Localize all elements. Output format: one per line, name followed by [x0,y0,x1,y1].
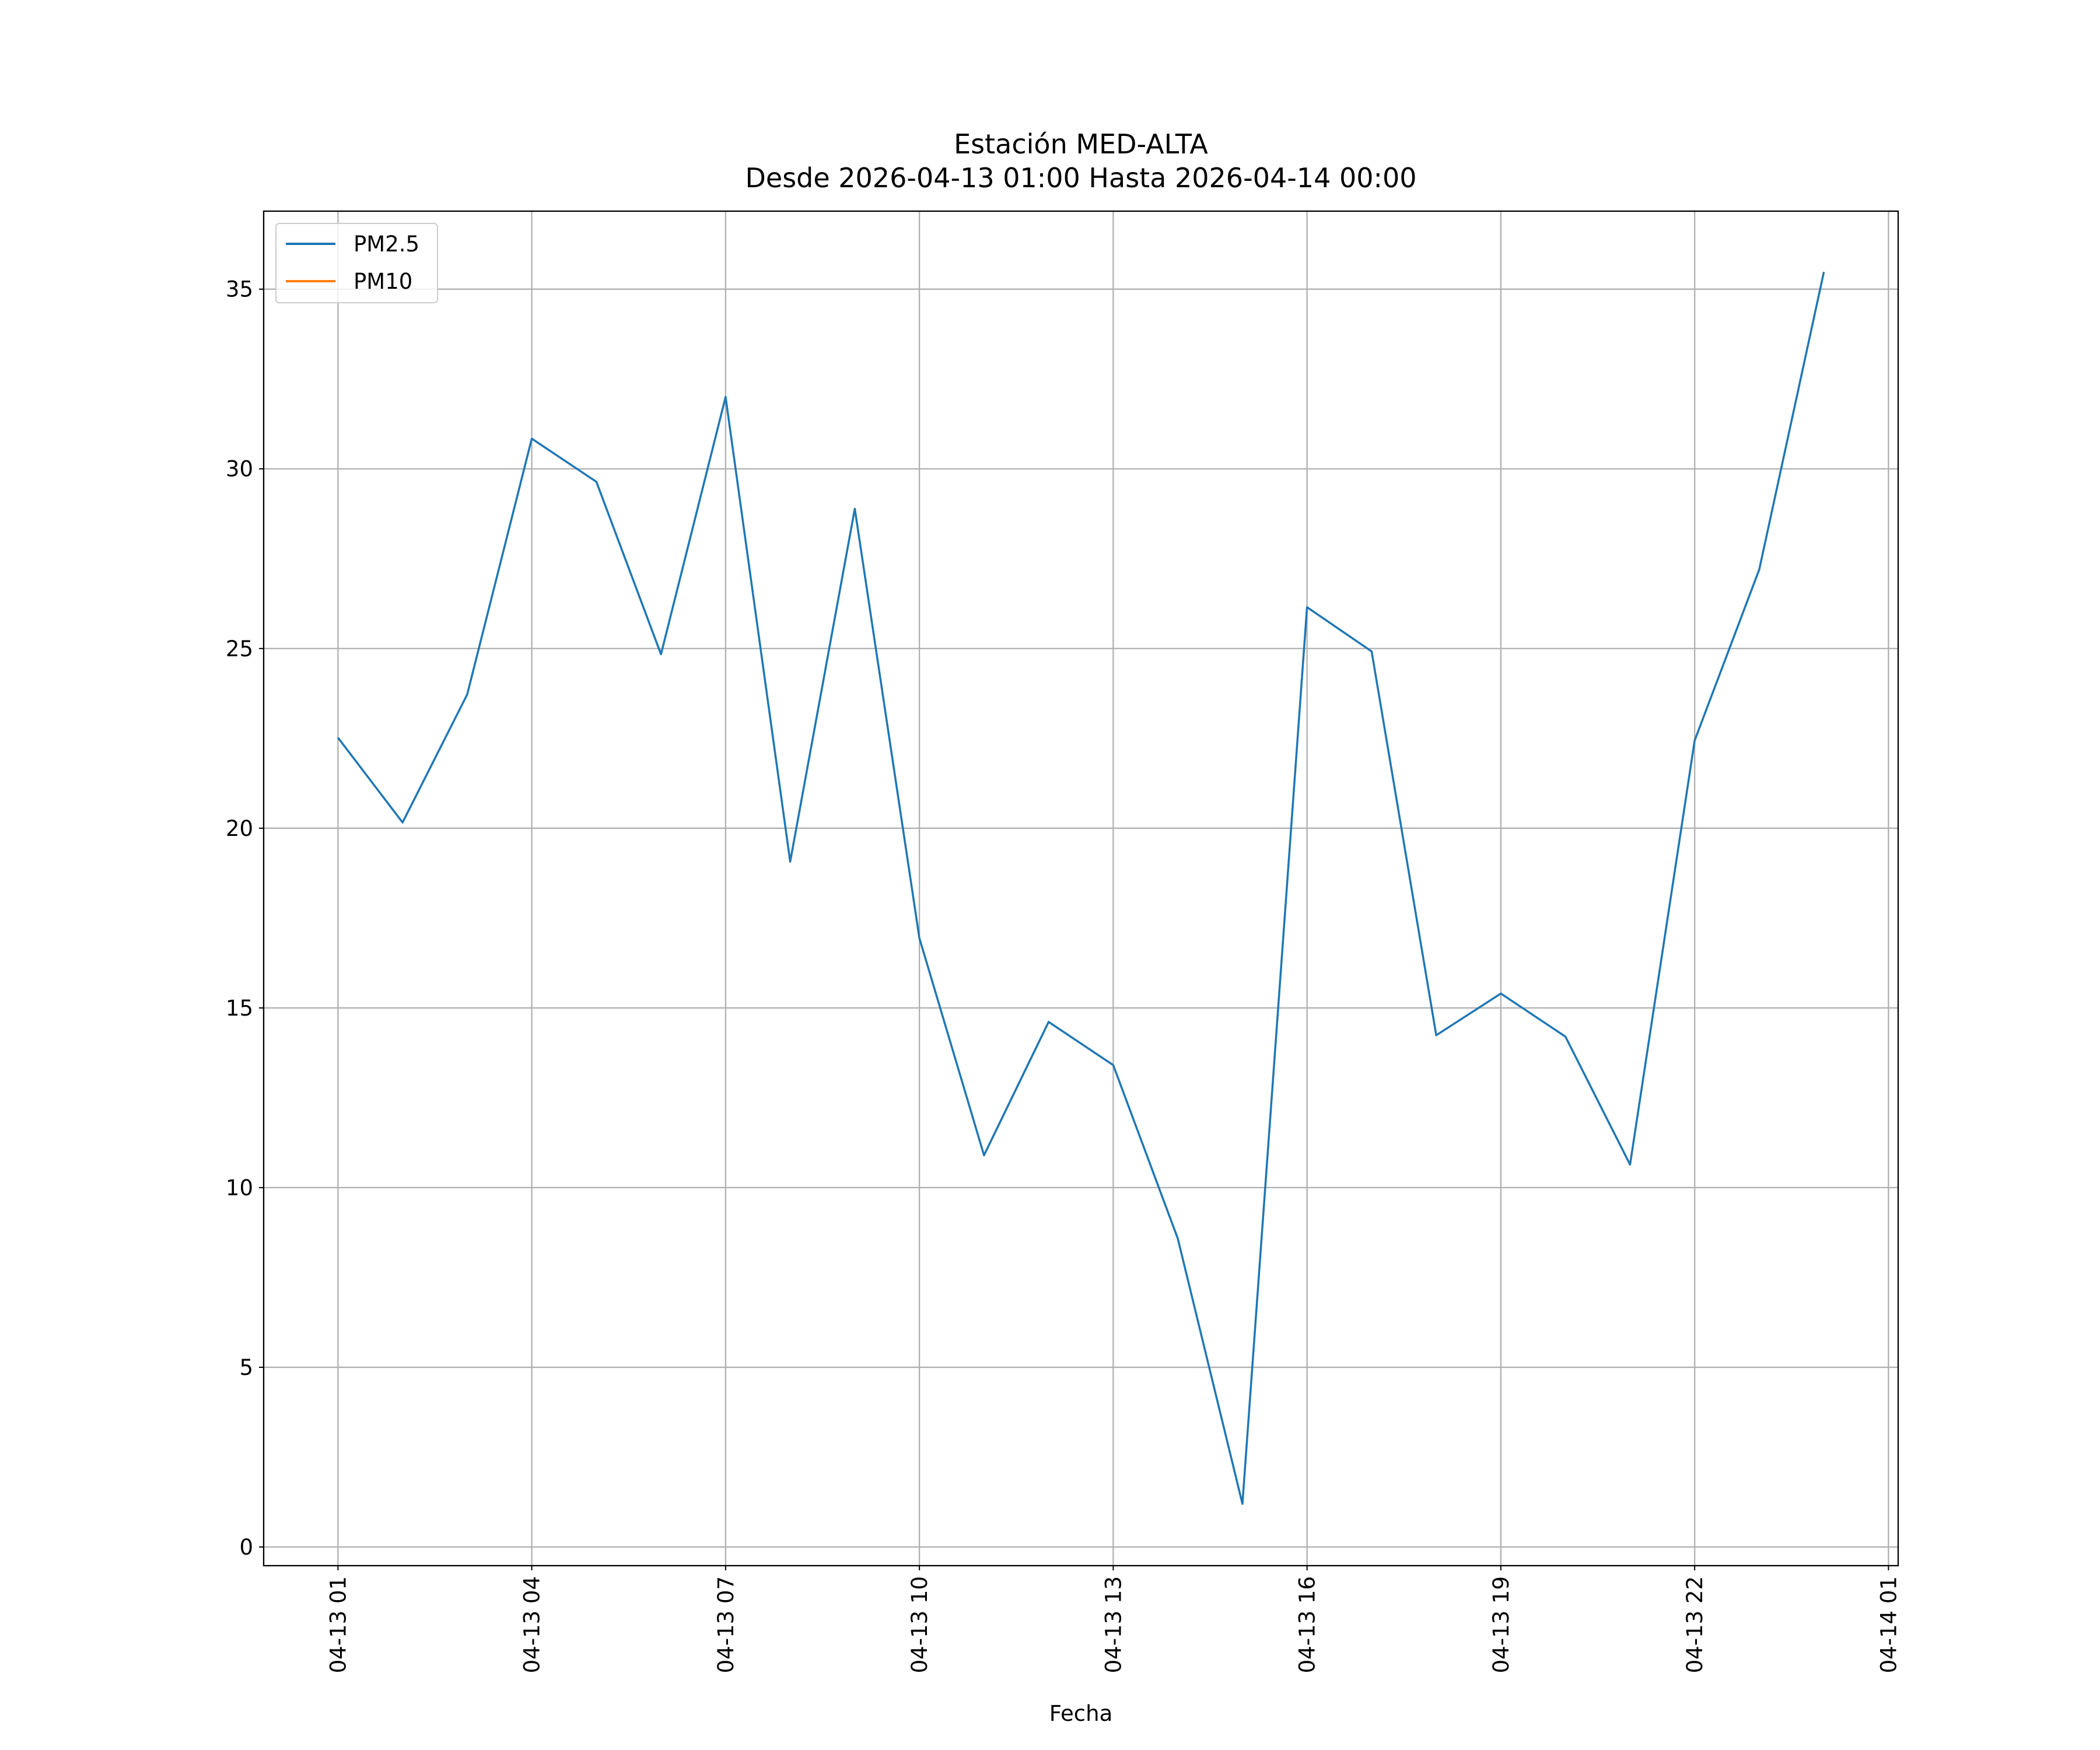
chart-title: Estación MED-ALTA [954,128,1208,160]
y-tick-label: 15 [226,996,253,1021]
y-tick-label: 30 [226,457,253,482]
y-tick-label: 10 [226,1175,253,1200]
y-tick-label: 5 [239,1355,253,1380]
legend-label: PM10 [354,269,412,294]
chart-subtitle: Desde 2026-04-13 01:00 Hasta 2026-04-14 … [745,162,1416,194]
legend-label: PM2.5 [354,232,419,257]
x-tick-label: 04-13 16 [1295,1576,1320,1673]
x-tick-label: 04-13 13 [1101,1576,1126,1673]
y-tick-label: 25 [226,636,253,662]
x-tick-label: 04-13 19 [1489,1576,1514,1673]
y-tick-label: 0 [239,1535,253,1560]
x-tick-label: 04-13 10 [907,1576,932,1673]
line-series [337,271,1825,1505]
y-tick-label: 20 [226,816,253,841]
x-tick-label: 04-13 07 [713,1576,738,1673]
x-axis-label: Fecha [1049,1701,1113,1726]
x-tick-label: 04-13 04 [520,1576,545,1673]
plot-frame [262,210,1899,1567]
x-tick-label: 04-13 01 [326,1576,351,1673]
legend: PM2.5 PM10 [275,223,438,303]
x-tick-label: 04-13 22 [1682,1576,1707,1673]
x-tick-label: 04-14 01 [1876,1576,1901,1673]
grid [264,211,1898,1566]
y-tick-label: 35 [226,277,253,302]
